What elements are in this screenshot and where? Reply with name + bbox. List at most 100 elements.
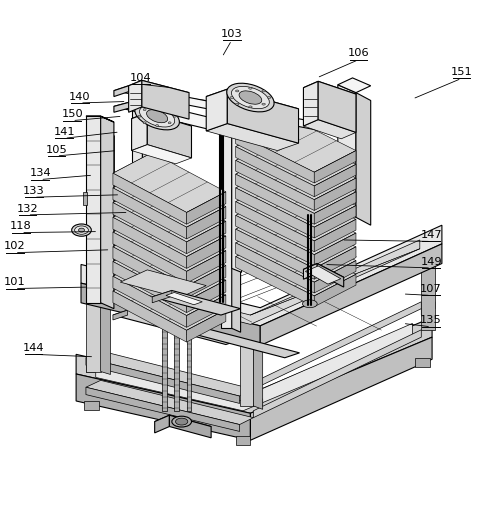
Polygon shape	[113, 291, 187, 342]
Text: 140: 140	[69, 92, 91, 102]
Polygon shape	[113, 197, 226, 257]
Polygon shape	[236, 208, 356, 268]
Ellipse shape	[248, 87, 252, 89]
Polygon shape	[236, 180, 356, 241]
Polygon shape	[314, 178, 356, 210]
Polygon shape	[236, 160, 314, 210]
Polygon shape	[96, 324, 412, 411]
Polygon shape	[232, 102, 241, 332]
Text: 107: 107	[420, 284, 442, 294]
Ellipse shape	[173, 115, 176, 117]
Polygon shape	[81, 283, 260, 346]
Text: 104: 104	[130, 73, 152, 83]
Ellipse shape	[146, 110, 168, 123]
Polygon shape	[236, 243, 314, 293]
Ellipse shape	[236, 103, 239, 105]
Polygon shape	[113, 232, 187, 283]
Polygon shape	[236, 235, 356, 296]
Polygon shape	[314, 260, 356, 293]
Polygon shape	[236, 125, 356, 186]
Polygon shape	[227, 89, 299, 143]
Polygon shape	[240, 346, 253, 406]
Polygon shape	[317, 264, 344, 287]
Polygon shape	[187, 317, 191, 411]
Ellipse shape	[236, 90, 239, 92]
Polygon shape	[236, 436, 250, 445]
Polygon shape	[236, 194, 356, 255]
Ellipse shape	[302, 300, 317, 308]
Polygon shape	[81, 225, 442, 326]
Ellipse shape	[139, 105, 175, 127]
Polygon shape	[338, 85, 356, 217]
Polygon shape	[236, 167, 356, 227]
Polygon shape	[113, 270, 226, 330]
Polygon shape	[236, 152, 356, 213]
Ellipse shape	[72, 224, 91, 236]
Polygon shape	[324, 137, 336, 279]
Text: 150: 150	[61, 109, 83, 119]
Polygon shape	[113, 310, 241, 345]
Polygon shape	[187, 192, 226, 224]
Polygon shape	[113, 241, 226, 301]
Ellipse shape	[135, 103, 179, 130]
Polygon shape	[86, 363, 101, 380]
Polygon shape	[206, 123, 299, 151]
Ellipse shape	[176, 418, 188, 425]
Polygon shape	[314, 247, 356, 279]
Polygon shape	[86, 387, 240, 432]
Text: 134: 134	[29, 168, 51, 178]
Polygon shape	[113, 173, 187, 224]
Polygon shape	[303, 120, 356, 139]
Text: 102: 102	[4, 241, 26, 251]
Polygon shape	[132, 93, 151, 104]
Polygon shape	[120, 270, 206, 298]
Polygon shape	[113, 188, 187, 239]
Polygon shape	[155, 415, 169, 433]
Polygon shape	[187, 266, 226, 298]
Ellipse shape	[143, 109, 146, 111]
Ellipse shape	[248, 106, 252, 108]
Ellipse shape	[168, 109, 171, 111]
Polygon shape	[172, 324, 300, 358]
Ellipse shape	[227, 83, 274, 112]
Text: 118: 118	[10, 221, 32, 231]
Text: 149: 149	[420, 257, 442, 267]
Polygon shape	[303, 81, 318, 126]
Polygon shape	[187, 221, 226, 253]
Polygon shape	[113, 310, 128, 320]
Polygon shape	[113, 211, 226, 271]
Polygon shape	[421, 302, 435, 315]
Polygon shape	[314, 151, 356, 183]
Polygon shape	[142, 80, 189, 119]
Polygon shape	[76, 374, 250, 440]
Polygon shape	[101, 116, 114, 309]
Polygon shape	[236, 216, 314, 266]
Text: 133: 133	[23, 186, 45, 196]
Polygon shape	[312, 131, 324, 274]
Polygon shape	[236, 111, 356, 172]
Polygon shape	[221, 102, 232, 328]
Ellipse shape	[230, 96, 234, 99]
Text: 141: 141	[54, 127, 75, 137]
Polygon shape	[86, 358, 240, 404]
Polygon shape	[114, 100, 255, 135]
Ellipse shape	[231, 86, 270, 109]
Polygon shape	[86, 380, 253, 425]
Polygon shape	[236, 147, 314, 197]
Polygon shape	[415, 358, 430, 367]
Polygon shape	[314, 206, 356, 238]
Polygon shape	[86, 358, 101, 372]
Polygon shape	[303, 264, 317, 279]
Ellipse shape	[262, 103, 265, 105]
Polygon shape	[132, 113, 147, 151]
Text: 151: 151	[451, 67, 472, 77]
Polygon shape	[232, 130, 242, 272]
Polygon shape	[86, 116, 114, 122]
Polygon shape	[236, 221, 356, 282]
Polygon shape	[174, 317, 179, 411]
Polygon shape	[236, 188, 314, 238]
Text: 101: 101	[4, 277, 26, 287]
Polygon shape	[132, 113, 191, 132]
Ellipse shape	[156, 124, 159, 126]
Polygon shape	[152, 290, 241, 315]
